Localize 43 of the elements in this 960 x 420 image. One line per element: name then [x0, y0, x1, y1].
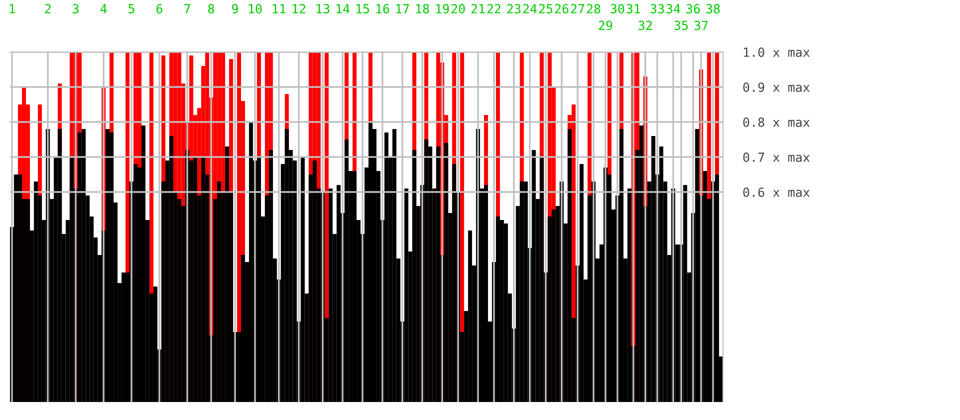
x-tick-label: 35: [674, 20, 688, 30]
x-tick-label: 21: [471, 4, 485, 14]
x-tick-label: 1: [10, 4, 15, 14]
x-tick-label: 4: [100, 4, 107, 14]
x-tick-label: 10: [248, 4, 262, 14]
y-tick-label: 0.7 x max: [743, 152, 810, 162]
x-tick-label: 26: [555, 4, 568, 14]
x-tick-label: 24: [523, 4, 537, 14]
x-tick-label: 14: [336, 4, 350, 14]
x-tick-label: 12: [292, 4, 306, 14]
x-tick-label: 6: [156, 4, 162, 14]
x-tick-label: 11: [272, 4, 286, 14]
x-tick-label: 30: [610, 4, 624, 14]
x-tick-label: 37: [694, 20, 708, 30]
x-tick-label: 27: [571, 4, 584, 14]
y-tick-label: 0.9 x max: [743, 82, 810, 92]
x-tick-label: 36: [686, 4, 700, 14]
y-tick-label: 0.6 x max: [743, 188, 810, 197]
x-tick-label: 8: [208, 4, 214, 14]
x-tick-label: 16: [376, 4, 390, 14]
x-tick-label: 9: [232, 4, 238, 14]
x-tick-label: 34: [666, 4, 680, 14]
x-tick-label: 31: [626, 4, 640, 14]
y-tick-label: 0.8 x max: [743, 118, 810, 127]
x-tick-label: 32: [638, 20, 652, 30]
x-tick-label: 33: [650, 4, 664, 14]
x-tick-label: 20: [452, 4, 465, 14]
x-tick-label: 25: [539, 4, 552, 14]
x-tick-label: 17: [396, 4, 409, 14]
x-tick-label: 19: [436, 4, 449, 14]
x-tick-label: 23: [507, 4, 520, 14]
x-tick-label: 22: [487, 4, 500, 14]
x-tick-label: 5: [128, 4, 134, 14]
x-tick-label: 3: [72, 4, 79, 14]
x-tick-label: 28: [586, 4, 600, 14]
x-tick-label: 18: [416, 4, 429, 14]
x-tick-label: 38: [706, 4, 720, 14]
x-tick-label: 13: [316, 4, 330, 14]
x-tick-label: 2: [45, 4, 51, 14]
y-tick-label: 1.0 x max: [744, 48, 810, 57]
x-tick-label: 7: [184, 4, 190, 14]
x-tick-label: 15: [356, 4, 370, 14]
x-tick-label: 29: [598, 20, 612, 30]
